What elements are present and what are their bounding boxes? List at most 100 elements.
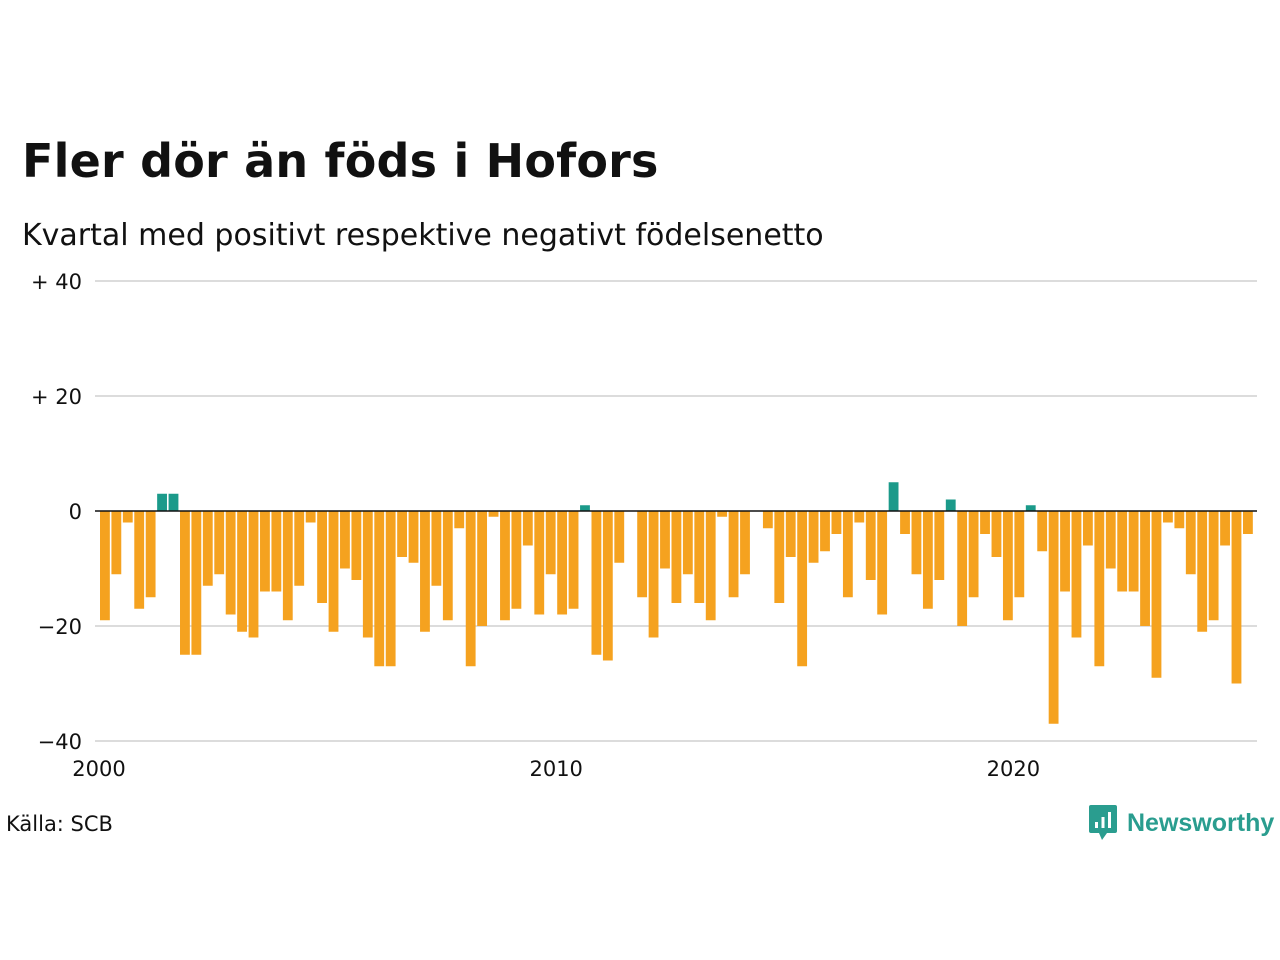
bar <box>511 511 522 609</box>
bar <box>191 511 202 655</box>
bars <box>100 482 1253 724</box>
bar <box>225 511 236 615</box>
bar <box>340 511 350 569</box>
bar <box>1185 511 1196 575</box>
bar <box>431 511 442 586</box>
bar <box>1105 511 1116 569</box>
bar <box>157 493 167 511</box>
bar <box>648 511 659 638</box>
bar <box>362 511 373 638</box>
bar <box>568 511 579 609</box>
brand-name: Newsworthy <box>1127 809 1275 837</box>
bar <box>545 511 556 575</box>
bar <box>1071 511 1082 638</box>
bar <box>408 511 419 563</box>
bar-chart: + 40 + 20 0 −20 −40 2000 2010 2020 <box>31 270 1257 781</box>
bar <box>957 511 968 626</box>
bar <box>922 511 933 609</box>
bar <box>477 511 488 626</box>
bar <box>385 511 396 667</box>
bar <box>122 511 133 523</box>
bar <box>831 511 842 534</box>
x-tick-label: 2010 <box>529 757 582 781</box>
bar <box>1140 511 1150 626</box>
bar <box>980 511 990 534</box>
bar <box>602 511 613 661</box>
x-tick-label: 2000 <box>72 757 125 781</box>
bar <box>328 511 339 632</box>
bar <box>934 511 945 580</box>
bar <box>534 511 545 615</box>
bar <box>214 511 225 575</box>
bar <box>991 511 1002 557</box>
bar <box>1243 511 1253 534</box>
bar <box>294 511 305 586</box>
bar <box>865 511 876 580</box>
bar <box>945 499 956 511</box>
bar <box>580 505 590 511</box>
bar <box>317 511 327 603</box>
bar <box>1094 511 1105 667</box>
bar <box>762 511 773 529</box>
bar <box>808 511 819 563</box>
chart-title: Fler dör än föds i Hofors <box>22 134 659 188</box>
bar <box>1037 511 1048 552</box>
y-tick-label: −20 <box>38 615 82 639</box>
x-tick-label: 2020 <box>987 757 1040 781</box>
bar <box>968 511 979 598</box>
bar <box>145 511 156 598</box>
bar <box>1128 511 1139 592</box>
y-tick-label: + 20 <box>31 385 82 409</box>
bar <box>705 511 716 621</box>
bar <box>522 511 533 546</box>
bar <box>1117 511 1128 592</box>
bar <box>260 511 270 592</box>
bar <box>671 511 682 603</box>
bar <box>1082 511 1093 546</box>
bar <box>1060 511 1070 592</box>
bar <box>1174 511 1185 529</box>
bar <box>1220 511 1230 546</box>
y-tick-label: + 40 <box>31 270 82 294</box>
bar <box>1002 511 1013 621</box>
bar <box>374 511 385 667</box>
bar <box>1025 505 1036 511</box>
bar <box>420 511 430 632</box>
bar <box>100 511 110 621</box>
bar <box>134 511 145 609</box>
bar <box>694 511 705 603</box>
y-axis-tick-labels: + 40 + 20 0 −20 −40 <box>31 270 82 754</box>
bar <box>888 482 899 511</box>
bar <box>180 511 190 655</box>
bar <box>442 511 453 621</box>
bar <box>911 511 922 575</box>
bar <box>168 493 179 511</box>
bar <box>637 511 648 598</box>
bar <box>797 511 808 667</box>
bar <box>900 511 910 534</box>
bar <box>397 511 408 557</box>
grid-lines <box>95 280 1257 742</box>
bar <box>877 511 888 615</box>
bar <box>237 511 247 632</box>
bar <box>785 511 796 557</box>
bar <box>682 511 693 575</box>
chart-subtitle: Kvartal med positivt respektive negativt… <box>22 218 824 253</box>
y-tick-label: 0 <box>69 500 82 524</box>
bar <box>717 511 728 517</box>
bar <box>740 511 750 575</box>
bar <box>591 511 602 655</box>
bar <box>842 511 853 598</box>
bar <box>454 511 465 529</box>
source-note: Källa: SCB <box>6 812 113 836</box>
bar <box>728 511 739 598</box>
bar <box>351 511 362 580</box>
y-tick-label: −40 <box>38 730 82 754</box>
chart-speech-bubble-icon <box>1089 805 1117 840</box>
x-axis-tick-labels: 2000 2010 2020 <box>72 757 1040 781</box>
brand-logo: Newsworthy <box>1088 803 1274 843</box>
bar <box>111 511 122 575</box>
bar <box>774 511 785 603</box>
bar <box>1231 511 1242 684</box>
bar <box>1208 511 1219 621</box>
